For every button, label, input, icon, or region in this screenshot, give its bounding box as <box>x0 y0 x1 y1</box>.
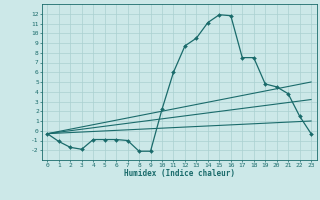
X-axis label: Humidex (Indice chaleur): Humidex (Indice chaleur) <box>124 169 235 178</box>
